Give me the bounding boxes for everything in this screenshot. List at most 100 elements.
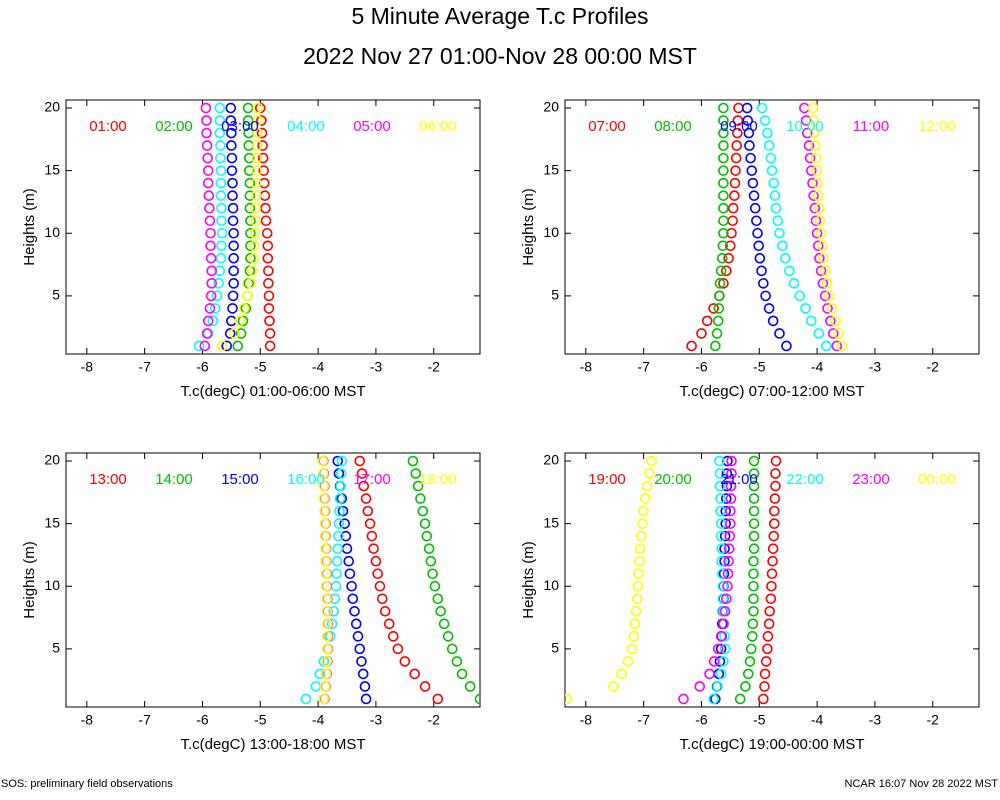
point xyxy=(320,555,331,567)
point xyxy=(349,606,360,617)
point xyxy=(202,165,214,176)
point xyxy=(723,555,734,567)
point xyxy=(726,227,737,239)
point xyxy=(800,115,812,126)
point xyxy=(321,593,333,605)
point xyxy=(779,253,791,264)
point xyxy=(250,215,261,227)
point xyxy=(760,290,771,302)
point xyxy=(714,455,725,467)
point xyxy=(718,177,729,189)
point xyxy=(244,177,256,189)
point xyxy=(321,606,333,617)
point xyxy=(804,152,816,164)
point xyxy=(729,190,740,201)
point xyxy=(726,455,737,467)
point xyxy=(227,177,238,189)
point xyxy=(336,455,348,467)
y-tick-label: 15 xyxy=(543,514,559,530)
x-tick-label: -3 xyxy=(869,359,882,375)
point xyxy=(715,265,727,277)
point xyxy=(199,340,211,352)
point xyxy=(252,102,264,114)
point xyxy=(226,152,238,164)
point xyxy=(721,480,733,492)
point xyxy=(616,668,627,680)
point xyxy=(202,177,214,189)
point xyxy=(334,493,346,504)
point xyxy=(722,568,734,580)
point xyxy=(710,340,721,352)
point xyxy=(634,543,646,554)
point xyxy=(770,202,782,214)
point xyxy=(812,240,824,252)
point xyxy=(263,278,274,289)
point xyxy=(767,555,778,567)
point xyxy=(766,165,778,176)
x-tick-label: -7 xyxy=(637,359,650,375)
point xyxy=(206,265,218,277)
point xyxy=(720,505,732,517)
legend-label: 23:00 xyxy=(852,471,890,488)
point xyxy=(300,693,312,705)
point xyxy=(749,202,761,214)
point xyxy=(823,290,835,302)
point xyxy=(227,215,239,227)
point xyxy=(722,580,733,592)
point xyxy=(770,455,782,467)
point xyxy=(245,215,256,227)
y-tick-label: 10 xyxy=(44,224,60,240)
point xyxy=(421,530,433,542)
legend-label: 22:00 xyxy=(786,471,824,488)
point xyxy=(263,265,274,277)
point xyxy=(721,593,732,605)
point xyxy=(318,656,330,667)
point xyxy=(822,303,833,314)
point xyxy=(721,265,732,277)
legend-label: 21:00 xyxy=(720,471,758,488)
point xyxy=(725,493,737,504)
point xyxy=(319,505,330,517)
point xyxy=(721,493,732,504)
point xyxy=(608,681,619,692)
point xyxy=(811,165,823,176)
point xyxy=(769,505,780,517)
point xyxy=(769,518,780,529)
point xyxy=(228,240,239,252)
legend-label: 08:00 xyxy=(654,118,692,135)
point xyxy=(730,152,742,164)
point xyxy=(759,115,771,126)
point xyxy=(256,127,268,139)
point xyxy=(727,202,739,214)
point xyxy=(337,505,349,517)
point xyxy=(407,455,419,467)
x-tick-label: -6 xyxy=(695,359,708,375)
point xyxy=(226,315,237,327)
point xyxy=(781,340,792,352)
point xyxy=(754,253,766,264)
point xyxy=(427,568,438,580)
point xyxy=(228,328,240,339)
point xyxy=(410,468,422,479)
legend-label: 02:00 xyxy=(155,118,193,135)
point xyxy=(800,303,811,314)
point xyxy=(715,668,727,680)
legend-label: 04:00 xyxy=(287,118,325,135)
x-tick-label: -7 xyxy=(637,712,650,728)
legend-label: 17:00 xyxy=(353,471,391,488)
point xyxy=(379,606,391,617)
x-tick-label: -8 xyxy=(580,359,593,375)
point xyxy=(565,693,573,705)
point xyxy=(806,165,817,176)
point xyxy=(714,290,725,302)
point xyxy=(429,580,441,592)
point xyxy=(628,631,640,642)
point xyxy=(238,303,250,314)
y-tick-label: 15 xyxy=(44,161,60,177)
point xyxy=(814,253,825,264)
point xyxy=(209,303,221,314)
point xyxy=(763,618,775,630)
y-tick-label: 15 xyxy=(44,514,60,530)
point xyxy=(810,215,822,227)
point xyxy=(719,555,730,567)
